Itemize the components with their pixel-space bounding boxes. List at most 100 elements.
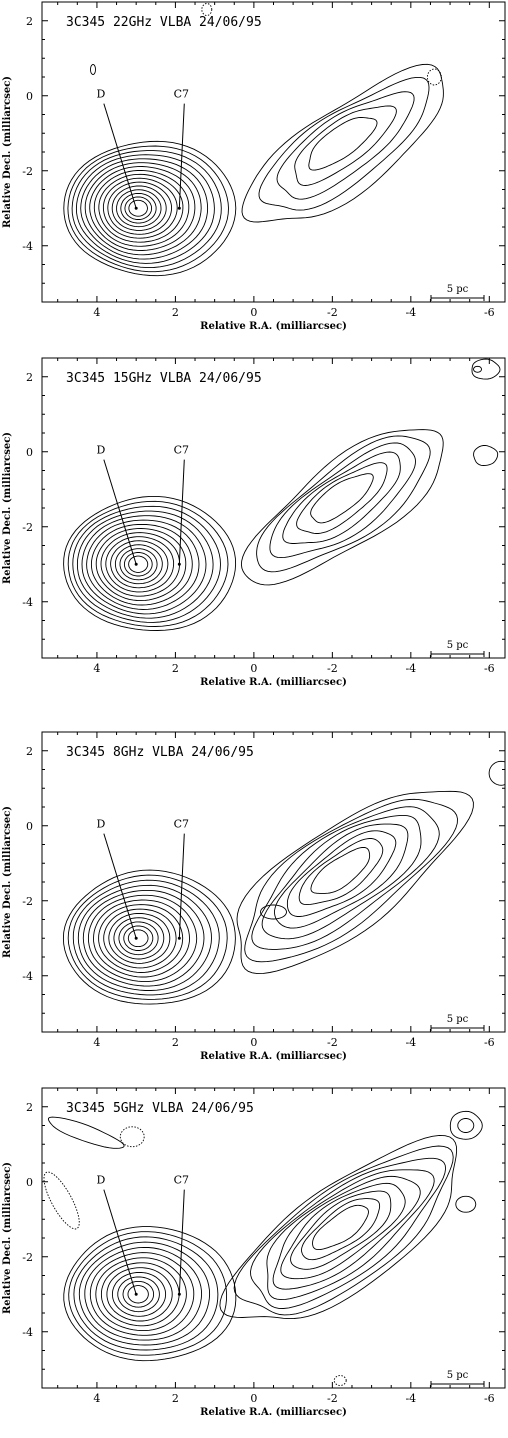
x-axis-label: Relative R.A. (milliarcsec) [200, 677, 347, 688]
core-contour [108, 912, 171, 964]
plot-frame [41, 357, 506, 659]
blob-contour [90, 64, 96, 75]
core-contour [128, 199, 148, 217]
panel-title: 3C345 15GHz VLBA 24/06/95 [66, 371, 262, 386]
x-tick-label: -6 [484, 1392, 495, 1405]
core-contour [87, 894, 198, 983]
core-contour [72, 879, 220, 996]
core-contour [114, 544, 163, 585]
panel-2: 4 2 0 -2 -4 -6 2 0 -2 -4 Relative R.A. (milliarcse… [2, 357, 506, 688]
y-tick-label: -4 [22, 970, 33, 983]
x-tick-label: -2 [327, 1392, 338, 1405]
panel-title: 3C345 8GHz VLBA 24/06/95 [66, 745, 254, 760]
core-contour [82, 889, 205, 987]
jet-contour [233, 1145, 454, 1316]
core-contour [63, 495, 237, 631]
scale-bar-label: 5 pc [447, 1370, 469, 1381]
y-tick-label: -4 [22, 1326, 33, 1339]
jet-contour [308, 117, 378, 171]
jet-contour [296, 462, 388, 534]
jet-contour [310, 846, 371, 894]
x-tick-label: 0 [250, 1036, 257, 1049]
blob-contour [473, 365, 482, 373]
blob-contour [473, 444, 499, 466]
jet-contour [266, 1169, 435, 1301]
y-tick-label: -2 [22, 521, 33, 534]
y-tick-label: 0 [26, 90, 33, 103]
component-pointer [178, 833, 185, 939]
jet-contour [258, 76, 430, 211]
component-marker [177, 562, 181, 566]
y-tick-label: 2 [26, 1101, 33, 1114]
x-axis-label: Relative R.A. (milliarcsec) [200, 1051, 347, 1062]
x-tick-label: 0 [250, 306, 257, 319]
panel-3: 4 2 0 -2 -4 -6 2 0 -2 -4 Relative R.A. (milliarcse… [2, 731, 506, 1062]
panel-1: 4 2 0 -2 -4 -6 2 0 -2 -4 Relative R.A. (milliarcse… [2, 1, 506, 332]
core-contour [63, 1226, 237, 1362]
contour-map [62, 760, 505, 1005]
x-tick-label: 4 [93, 306, 100, 319]
jet-contour [290, 1190, 392, 1270]
component-label: C7 [174, 1174, 189, 1187]
core-contour [75, 154, 215, 264]
x-tick-label: -6 [484, 306, 495, 319]
core-contour [76, 510, 214, 619]
core-contour [81, 515, 207, 615]
blob-contour [449, 1110, 483, 1140]
jet-contour [301, 1198, 381, 1261]
jet-contour [251, 806, 440, 950]
x-tick-label: 2 [172, 1036, 179, 1049]
jet-contour [272, 1175, 421, 1290]
core-contour [93, 169, 190, 247]
scale-bar-label: 5 pc [447, 640, 469, 651]
y-axis-label: Relative Decl. (milliarcsec) [2, 1162, 13, 1314]
jet-contour [286, 830, 397, 917]
y-tick-label: -4 [22, 240, 33, 253]
component-marker [134, 1292, 138, 1296]
component-marker [134, 562, 138, 566]
panel-4: 4 2 0 -2 -4 -6 2 0 -2 -4 Relative R.A. (milliarcse… [2, 1087, 506, 1418]
core-contour [116, 189, 162, 228]
x-tick-label: 4 [93, 662, 100, 675]
jet-contour [280, 1182, 406, 1280]
component-marker [134, 206, 138, 210]
y-tick-label: 2 [26, 371, 33, 384]
y-tick-label: -4 [22, 596, 33, 609]
jet-contour [240, 429, 444, 586]
component-marker [177, 1292, 181, 1296]
x-tick-label: 2 [172, 1392, 179, 1405]
component-label: D [96, 444, 105, 457]
negative-contour [333, 1375, 347, 1386]
core-contour [118, 921, 159, 956]
x-tick-label: -2 [327, 662, 338, 675]
x-tick-label: -4 [405, 306, 416, 319]
x-tick-label: 4 [93, 1392, 100, 1405]
plot-frame [41, 1087, 506, 1389]
core-contour [73, 1236, 219, 1351]
y-tick-label: 2 [26, 15, 33, 28]
component-marker [177, 206, 181, 210]
component-label: C7 [174, 444, 189, 457]
core-contour [80, 158, 209, 260]
x-tick-label: 4 [93, 1036, 100, 1049]
component-label: C7 [174, 88, 189, 101]
x-axis-label: Relative R.A. (milliarcsec) [200, 1407, 347, 1418]
core-contour [128, 555, 149, 573]
jet-contour [241, 63, 444, 223]
x-tick-label: 0 [250, 662, 257, 675]
jet-contour [274, 823, 409, 929]
x-tick-label: -4 [405, 1036, 416, 1049]
negative-contour [201, 3, 213, 16]
jet-contour [312, 1204, 369, 1251]
blob-contour [260, 904, 287, 920]
core-contour [90, 523, 193, 606]
x-tick-label: -6 [484, 662, 495, 675]
jet-contour [298, 838, 384, 906]
component-label: D [96, 1174, 105, 1187]
panel-title: 3C345 5GHz VLBA 24/06/95 [66, 1101, 254, 1116]
core-contour [98, 904, 184, 973]
plot-frame [41, 1, 506, 303]
core-contour [63, 140, 237, 277]
core-contour [111, 1271, 167, 1317]
jet-contour [244, 798, 458, 963]
